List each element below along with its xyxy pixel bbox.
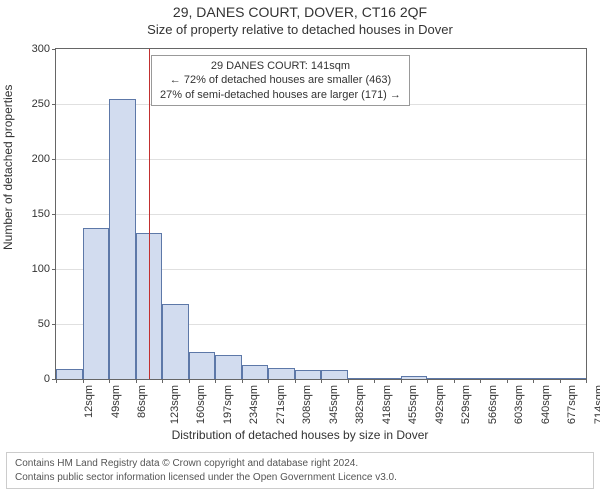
histogram-bar — [560, 378, 587, 379]
x-tick-label: 197sqm — [222, 385, 234, 424]
x-tick-label: 677sqm — [566, 385, 578, 424]
gridline — [56, 159, 586, 160]
footer-line-1: Contains HM Land Registry data © Crown c… — [15, 457, 585, 471]
histogram-bar — [374, 378, 401, 379]
x-tick-label: 455sqm — [407, 385, 419, 424]
x-tick-mark — [454, 379, 455, 383]
x-tick-label: 603sqm — [513, 385, 525, 424]
x-axis-title: Distribution of detached houses by size … — [0, 428, 600, 442]
y-axis-title: Number of detached properties — [1, 85, 15, 250]
x-tick-label: 640sqm — [540, 385, 552, 424]
x-tick-mark — [533, 379, 534, 383]
x-tick-mark — [295, 379, 296, 383]
x-tick-mark — [480, 379, 481, 383]
x-tick-label: 271sqm — [275, 385, 287, 424]
histogram-bar — [427, 378, 454, 379]
x-tick-label: 418sqm — [381, 385, 393, 424]
gridline — [56, 214, 586, 215]
x-tick-label: 308sqm — [301, 385, 313, 424]
x-tick-mark — [189, 379, 190, 383]
chart-subtitle: Size of property relative to detached ho… — [0, 22, 600, 37]
x-tick-label: 86sqm — [136, 385, 148, 418]
y-tick-label: 150 — [32, 208, 56, 220]
x-tick-mark — [427, 379, 428, 383]
x-tick-label: 160sqm — [195, 385, 207, 424]
annotation-line: 29 DANES COURT: 141sqm — [160, 59, 401, 73]
y-tick-label: 300 — [32, 43, 56, 55]
histogram-bar — [189, 352, 216, 380]
x-tick-mark — [83, 379, 84, 383]
x-tick-label: 492sqm — [434, 385, 446, 424]
histogram-bar — [480, 378, 507, 379]
annotation-box: 29 DANES COURT: 141sqm← 72% of detached … — [151, 55, 410, 106]
page-title: 29, DANES COURT, DOVER, CT16 2QF — [0, 4, 600, 20]
x-tick-mark — [348, 379, 349, 383]
x-tick-label: 345sqm — [328, 385, 340, 424]
x-tick-mark — [242, 379, 243, 383]
x-tick-label: 12sqm — [83, 385, 95, 418]
x-tick-label: 382sqm — [354, 385, 366, 424]
histogram-bar — [533, 378, 560, 379]
x-tick-mark — [162, 379, 163, 383]
x-tick-mark — [56, 379, 57, 383]
x-tick-mark — [109, 379, 110, 383]
y-tick-label: 100 — [32, 263, 56, 275]
histogram-bar — [109, 99, 136, 380]
histogram-bar — [56, 369, 83, 379]
y-tick-label: 50 — [38, 318, 56, 330]
footer-line-2: Contains public sector information licen… — [15, 471, 585, 485]
x-tick-mark — [374, 379, 375, 383]
chart-container: 29, DANES COURT, DOVER, CT16 2QF Size of… — [0, 0, 600, 500]
reference-line — [149, 49, 150, 379]
histogram-bar — [162, 304, 189, 379]
x-tick-mark — [586, 379, 587, 383]
attribution-footer: Contains HM Land Registry data © Crown c… — [6, 452, 594, 489]
histogram-bar — [215, 355, 242, 379]
histogram-bar — [321, 370, 348, 379]
annotation-line: ← 72% of detached houses are smaller (46… — [160, 73, 401, 87]
histogram-bar — [83, 228, 110, 379]
histogram-bar — [295, 370, 322, 379]
x-tick-label: 566sqm — [487, 385, 499, 424]
x-tick-label: 49sqm — [110, 385, 122, 418]
histogram-bar — [401, 376, 428, 379]
histogram-bar — [268, 368, 295, 379]
x-tick-label: 234sqm — [248, 385, 260, 424]
histogram-bar — [242, 365, 269, 379]
x-tick-mark — [215, 379, 216, 383]
histogram-bar — [454, 378, 481, 379]
x-tick-mark — [401, 379, 402, 383]
histogram-bar — [507, 378, 534, 379]
x-tick-mark — [507, 379, 508, 383]
x-tick-mark — [268, 379, 269, 383]
x-tick-mark — [136, 379, 137, 383]
histogram-bar — [348, 378, 375, 379]
y-tick-label: 250 — [32, 98, 56, 110]
y-tick-label: 200 — [32, 153, 56, 165]
x-tick-mark — [321, 379, 322, 383]
x-tick-label: 714sqm — [593, 385, 600, 424]
plot-area: 05010015020025030012sqm49sqm86sqm123sqm1… — [55, 48, 587, 380]
x-tick-label: 123sqm — [169, 385, 181, 424]
annotation-line: 27% of semi-detached houses are larger (… — [160, 88, 401, 102]
y-tick-label: 0 — [44, 373, 56, 385]
x-tick-mark — [560, 379, 561, 383]
x-tick-label: 529sqm — [460, 385, 472, 424]
